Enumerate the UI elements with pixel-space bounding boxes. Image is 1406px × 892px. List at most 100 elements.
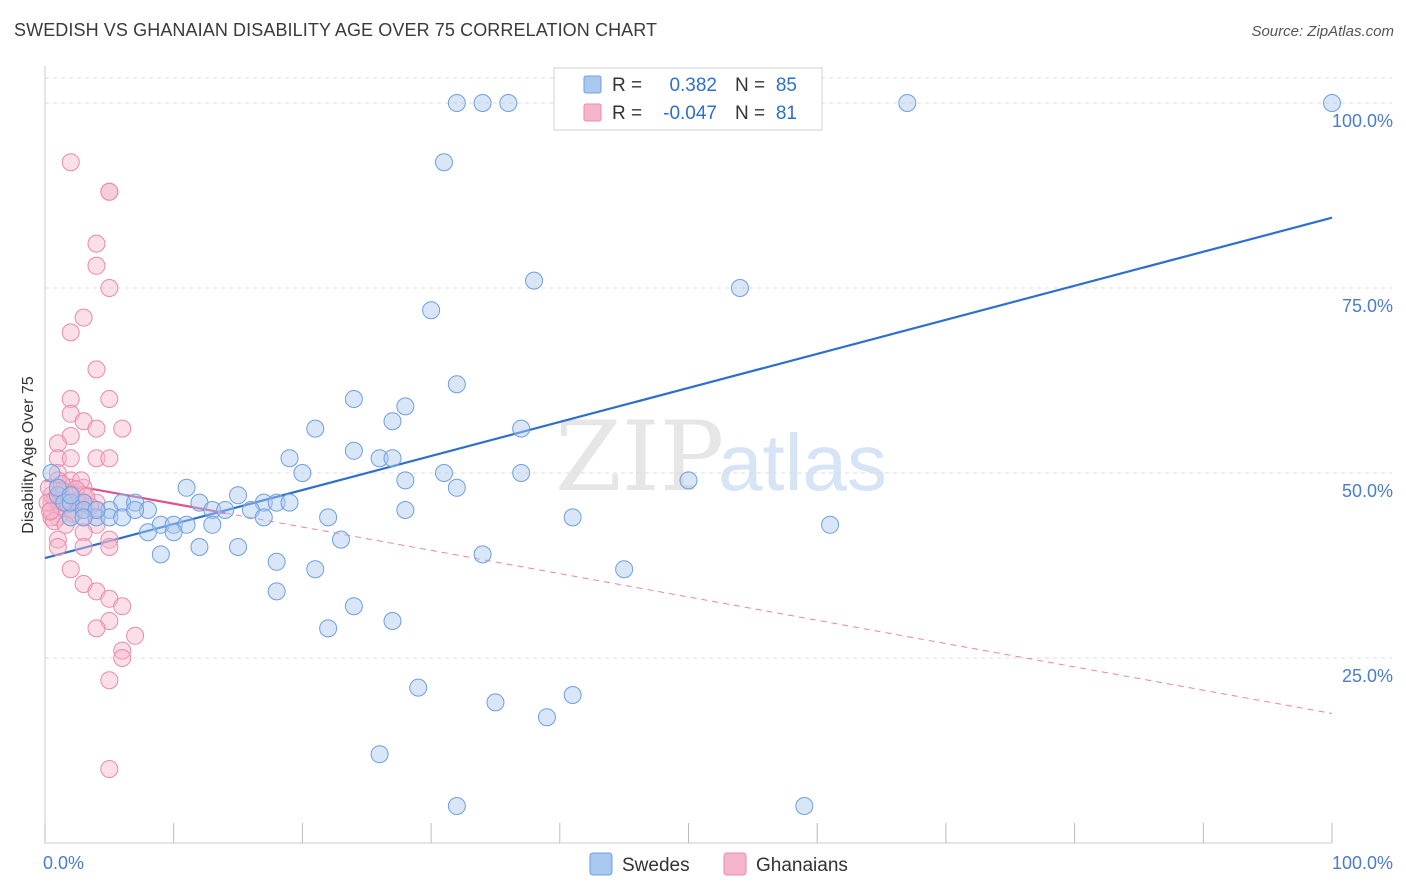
swedes-point-74: [42, 464, 61, 482]
swedes-point-16: [512, 419, 531, 438]
swedes-point-14: [383, 412, 402, 431]
swedes-point-35: [280, 493, 299, 512]
ghanaians-point-2: [100, 182, 119, 201]
series-legend-swatch-swedes[interactable]: [589, 852, 613, 876]
legend-n-label-2: N =: [735, 103, 765, 124]
legend-swatch-blue: [583, 75, 602, 94]
swedes-point-81: [61, 486, 80, 505]
ghanaians-point-60: [126, 626, 145, 645]
ghanaians-point-61: [113, 641, 132, 660]
axes: [44, 66, 1333, 844]
swedes-point-0: [447, 94, 466, 112]
ghanaians-point-17: [48, 449, 67, 468]
ghanaians-point-18: [61, 449, 80, 468]
swedes-point-71: [370, 745, 389, 764]
swedes-point-32: [229, 486, 248, 505]
legend-r-value-2: -0.047: [663, 103, 717, 124]
ghanaians-point-48: [100, 530, 119, 549]
ghanaians-point-5: [100, 279, 119, 297]
ghanaians-point-51: [48, 538, 67, 556]
ghanaians-point-59: [87, 619, 106, 638]
swedes-point-65: [383, 612, 402, 630]
ghanaians-point-7: [61, 323, 80, 342]
swedes-point-11: [447, 375, 466, 394]
ghanaians-point-76: [72, 471, 91, 490]
swedes-point-2: [499, 94, 518, 112]
ghanaians-point-9: [61, 390, 80, 408]
swedes-point-19: [280, 449, 299, 468]
ghanaians-point-19: [87, 449, 106, 468]
swedes-point-15: [306, 419, 325, 438]
ghanaians-point-57: [113, 597, 132, 616]
legend-r-value-1: 0.382: [669, 75, 717, 96]
swedes-point-68: [486, 693, 505, 712]
ghanaians-point-79: [66, 480, 85, 499]
swedes-point-18: [370, 449, 389, 468]
swedes-point-62: [306, 560, 325, 579]
swedes-point-54: [164, 523, 183, 542]
ghanaians-point-20: [100, 449, 119, 468]
ghanaians-point-4: [87, 256, 106, 275]
swedes-point-83: [126, 501, 145, 519]
swedes-trend-line: [44, 216, 1333, 560]
swedes-point-49: [254, 508, 273, 527]
ghanaians-point-6: [74, 308, 93, 327]
swedes-point-10: [422, 301, 441, 320]
ghanaians-point-0: [61, 153, 80, 172]
series-legend-label-ghanaians[interactable]: Ghanaians: [756, 855, 848, 876]
swedes-point-56: [190, 538, 209, 556]
y-tick-label-2: 75.0%: [1342, 296, 1393, 316]
y-tick-label-3: 100.0%: [1332, 111, 1393, 131]
swedes-point-76: [55, 493, 74, 512]
swedes-point-34: [267, 493, 286, 512]
y-tick-label-1: 50.0%: [1342, 481, 1393, 501]
swedes-point-12: [344, 390, 363, 408]
swedes-point-37: [138, 501, 157, 519]
ghanaians-point-63: [100, 671, 119, 690]
swedes-point-84: [74, 508, 93, 527]
swedes-point-41: [396, 501, 415, 519]
swedes-point-46: [164, 515, 183, 534]
ghanaians-point-50: [74, 538, 93, 556]
ghanaians-point-74: [45, 512, 64, 531]
swedes-point-24: [396, 471, 415, 490]
series-legend-swatch-ghanaians[interactable]: [723, 852, 747, 876]
swedes-point-55: [332, 530, 351, 549]
swedes-point-53: [138, 523, 157, 542]
ghanaians-point-52: [100, 538, 119, 556]
ghanaians-point-64: [100, 760, 119, 778]
swedes-point-25: [679, 471, 698, 490]
swedes-point-21: [293, 464, 312, 482]
axis-labels: 25.0% 50.0% 75.0% 100.0% 0.0% 100.0%: [43, 111, 1393, 873]
legend-n-label-1: N =: [735, 75, 765, 96]
swedes-point-61: [615, 560, 634, 579]
swedes-point-59: [473, 545, 492, 564]
y-tick-label-0: 25.0%: [1342, 666, 1393, 686]
swedes-point-58: [151, 545, 170, 564]
legend-r-label-1: R =: [612, 75, 642, 96]
ghanaians-point-77: [41, 502, 60, 521]
swedes-point-64: [344, 597, 363, 616]
swedes-point-1: [473, 94, 492, 112]
ghanaians-point-62: [113, 649, 132, 667]
series-legend-label-swedes[interactable]: Swedes: [622, 855, 690, 876]
swedes-point-73: [795, 797, 814, 815]
x-tick-label-1: 100.0%: [1332, 853, 1393, 873]
swedes-point-9: [730, 279, 749, 297]
legend-n-value-2: 81: [776, 103, 797, 124]
swedes-point-57: [229, 538, 248, 556]
legend-r-label-2: R =: [612, 103, 642, 124]
swedes-point-70: [537, 708, 556, 727]
grid: [45, 77, 1392, 659]
swedes-point-23: [512, 464, 531, 482]
swedes-point-67: [409, 678, 428, 697]
correlation-legend: R = 0.382 N = 85 R = -0.047 N = 81: [553, 67, 823, 131]
legend-n-value-1: 85: [776, 75, 797, 96]
ghanaians-trend-line-dashed: [225, 512, 1333, 714]
ghanaians-point-8: [87, 360, 106, 379]
swedes-point-50: [319, 508, 338, 527]
swedes-point-5: [898, 94, 917, 112]
watermark-zip: ZIP: [555, 401, 724, 513]
swedes-point-48: [203, 515, 222, 534]
